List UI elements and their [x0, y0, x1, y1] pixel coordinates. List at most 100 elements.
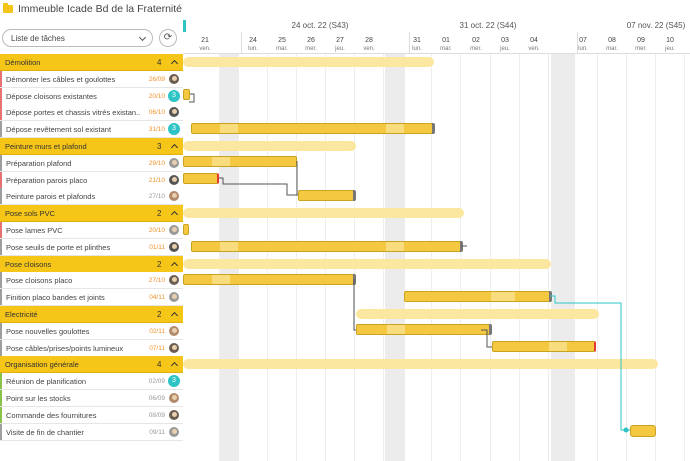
day-number: 10	[666, 37, 674, 44]
view-select[interactable]: Liste de tâches	[2, 29, 153, 47]
group-bar-demolition[interactable]	[183, 57, 434, 67]
task-label: Peinture parois et plafonds	[6, 192, 96, 202]
task-row[interactable]: Préparation parois placo 21/10	[0, 171, 183, 189]
chevron-up-icon[interactable]	[170, 311, 179, 320]
day-number: 31	[413, 37, 421, 44]
day-name: mer.	[470, 46, 482, 52]
group-row[interactable]: Démolition 4	[0, 54, 183, 71]
chevron-up-icon[interactable]	[170, 211, 179, 219]
avatar	[168, 190, 180, 203]
task-row[interactable]: Pose seuils de porte et plinthes 01/11	[0, 238, 183, 256]
group-row[interactable]: Organisation générale 4	[0, 356, 183, 374]
task-due-date: 06/09	[148, 395, 165, 402]
day-number: 01	[442, 37, 450, 44]
group-row[interactable]: Pose sols PVC 2	[0, 205, 183, 223]
task-label: Pose nouvelles goulottes	[6, 326, 90, 336]
task-row[interactable]: Pose lames PVC 20/10	[0, 222, 183, 239]
task-row[interactable]: Commande des fournitures 08/09	[0, 406, 183, 424]
task-row[interactable]: Finition placo bandes et joints 04/11	[0, 289, 183, 307]
task-bar[interactable]	[298, 190, 356, 201]
task-row[interactable]: Pose nouvelles goulottes 02/11	[0, 322, 183, 340]
day-number: 09	[637, 37, 645, 44]
group-bar-organisation[interactable]	[183, 359, 658, 369]
group-count: 4	[157, 58, 162, 67]
avatar	[168, 341, 180, 354]
task-bar[interactable]	[183, 89, 190, 100]
group-label: Organisation générale	[5, 360, 79, 370]
day-header: 25 mar.	[270, 36, 294, 53]
day-name: mer.	[305, 46, 317, 52]
task-label: Commande des fournitures	[6, 410, 97, 420]
task-row[interactable]: Réunion de planification 02/09 3	[0, 373, 183, 391]
task-row[interactable]: Préparation plafond 29/10	[0, 154, 183, 172]
chevron-up-icon[interactable]	[170, 59, 179, 68]
task-label: Visite de fin de chantier	[6, 427, 84, 437]
day-number: 04	[530, 37, 538, 44]
task-label: Réunion de planification	[6, 377, 87, 387]
group-label: Peinture murs et plafond	[5, 142, 87, 151]
task-label: Préparation plafond	[6, 158, 72, 168]
day-name: ven.	[528, 46, 540, 52]
avatar	[168, 291, 180, 304]
group-bar-electricite[interactable]	[356, 309, 599, 319]
task-row[interactable]: Dépose portes et chassis vitrés existan.…	[0, 104, 183, 122]
day-number: 28	[365, 37, 373, 44]
task-bar[interactable]	[492, 341, 596, 352]
group-count: 2	[157, 310, 162, 319]
group-bar-peinture[interactable]	[183, 141, 356, 151]
task-label: Pose lames PVC	[6, 226, 63, 235]
chevron-up-icon[interactable]	[170, 362, 179, 370]
task-due-date: 27/10	[148, 277, 165, 285]
group-row[interactable]: Peinture murs et plafond 3	[0, 138, 183, 155]
day-name: lun.	[248, 46, 258, 52]
day-number: 07	[579, 37, 587, 44]
avatar	[168, 72, 180, 85]
task-bar[interactable]	[183, 173, 219, 184]
refresh-button[interactable]: ⟳	[159, 29, 177, 47]
chevron-up-icon[interactable]	[170, 261, 179, 269]
day-header: 24 lun.	[241, 36, 265, 53]
task-bar[interactable]	[183, 224, 189, 235]
task-due-date: 02/11	[149, 327, 165, 335]
task-due-date: 06/10	[148, 109, 165, 117]
task-row[interactable]: Visite de fin de chantier 09/11	[0, 423, 183, 441]
day-name: mar.	[276, 46, 288, 52]
day-name: mar.	[440, 46, 452, 52]
chevron-up-icon[interactable]	[170, 143, 179, 152]
milestone-bar[interactable]	[630, 425, 656, 437]
task-due-date: 20/10	[148, 92, 165, 100]
group-label: Electricité	[5, 310, 38, 319]
avatar	[168, 224, 180, 236]
task-row[interactable]: Dépose revêtement sol existant 31/10 3	[0, 121, 183, 139]
day-name: jeu.	[335, 46, 345, 52]
day-name: jeu.	[665, 46, 675, 52]
task-due-date: 27/10	[148, 193, 165, 201]
assignee-count-badge: 3	[168, 89, 180, 102]
group-row[interactable]: Electricité 2	[0, 306, 183, 323]
timeline-header: 24 oct. 22 (S43) 31 oct. 22 (S44) 07 nov…	[183, 20, 690, 54]
task-row[interactable]: Point sur les stocks 06/09	[0, 390, 183, 407]
day-header: 26 mer.	[299, 36, 323, 53]
task-list-header: Liste de tâches ⟳	[0, 20, 183, 54]
task-row[interactable]: Pose câbles/prises/points lumineux 07/11	[0, 339, 183, 357]
task-bar[interactable]	[356, 324, 492, 335]
group-bar-sols[interactable]	[183, 208, 464, 218]
group-row[interactable]: Pose cloisons 2	[0, 255, 183, 273]
task-row[interactable]: Peinture parois et plafonds 27/10	[0, 188, 183, 206]
avatar	[168, 156, 180, 169]
group-label: Pose cloisons	[5, 259, 52, 269]
group-label: Pose sols PVC	[5, 209, 56, 219]
day-number: 27	[336, 37, 344, 44]
task-row[interactable]: Pose cloisons placo 27/10	[0, 272, 183, 290]
day-header: 07 lun.	[571, 36, 595, 53]
day-name: jeu.	[500, 46, 510, 52]
avatar	[168, 240, 180, 253]
task-due-date: 08/09	[148, 411, 165, 419]
group-count: 2	[157, 259, 162, 269]
task-row[interactable]: Dépose cloisons existantes 20/10 3	[0, 87, 183, 105]
group-bar-cloisons[interactable]	[183, 259, 551, 269]
gantt-chart	[183, 54, 690, 461]
task-bar[interactable]	[191, 123, 435, 134]
task-row[interactable]: Démonter les câbles et goulottes 26/09	[0, 70, 183, 88]
group-count: 4	[157, 360, 162, 370]
